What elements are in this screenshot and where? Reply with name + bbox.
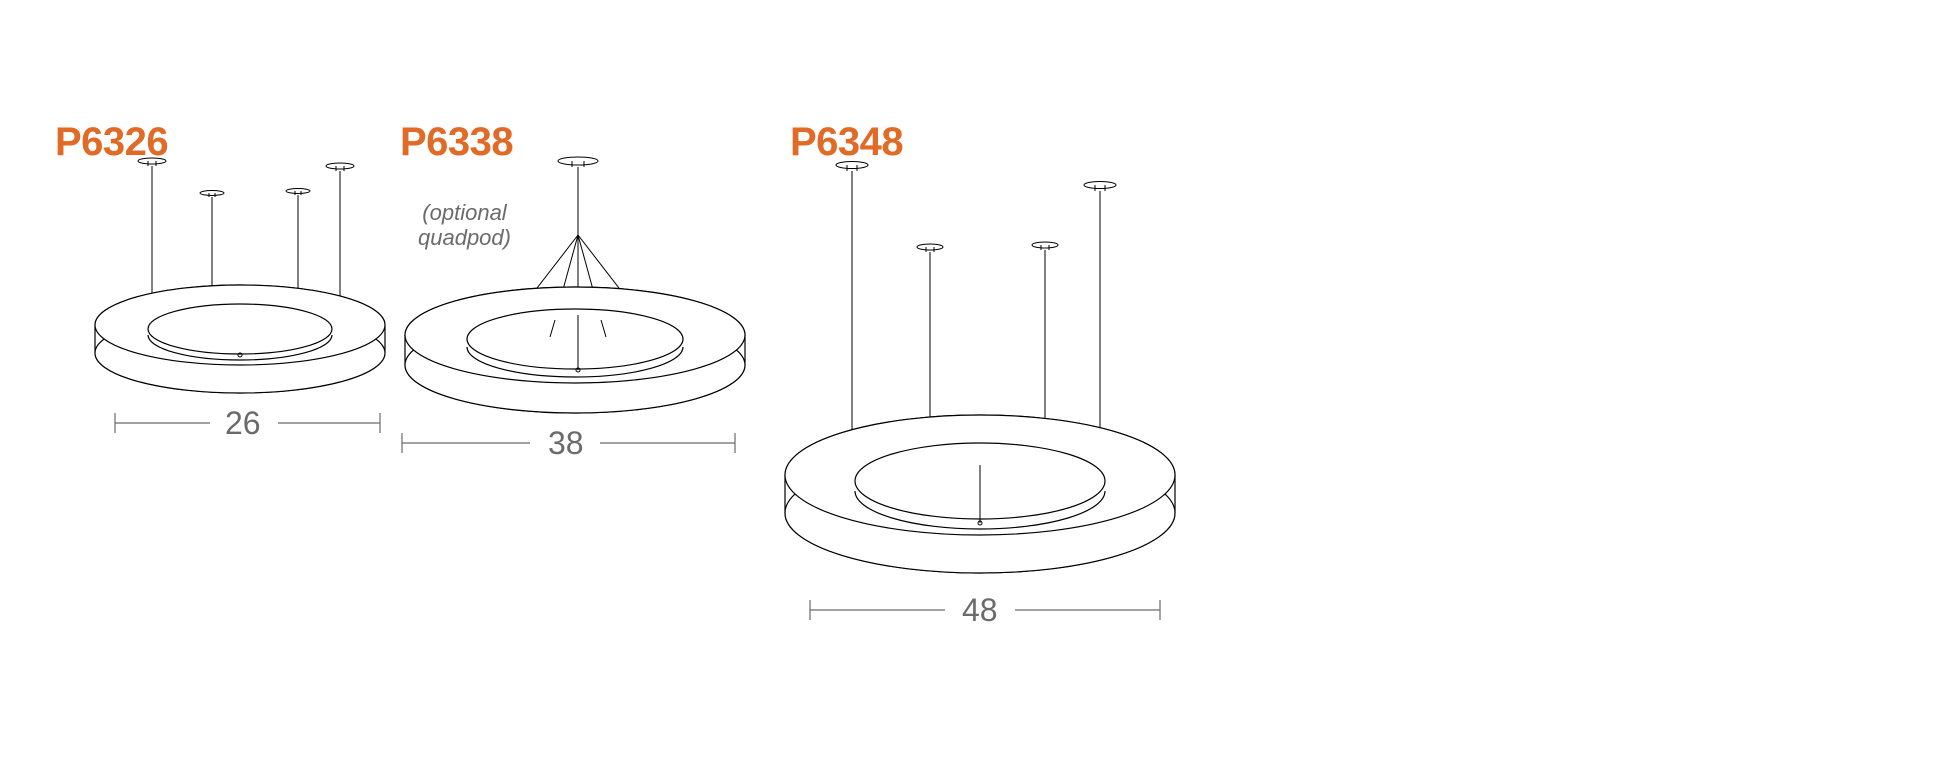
dimension-line-p6348 [0,0,1960,780]
dimension-value-p6348: 48 [962,592,998,629]
